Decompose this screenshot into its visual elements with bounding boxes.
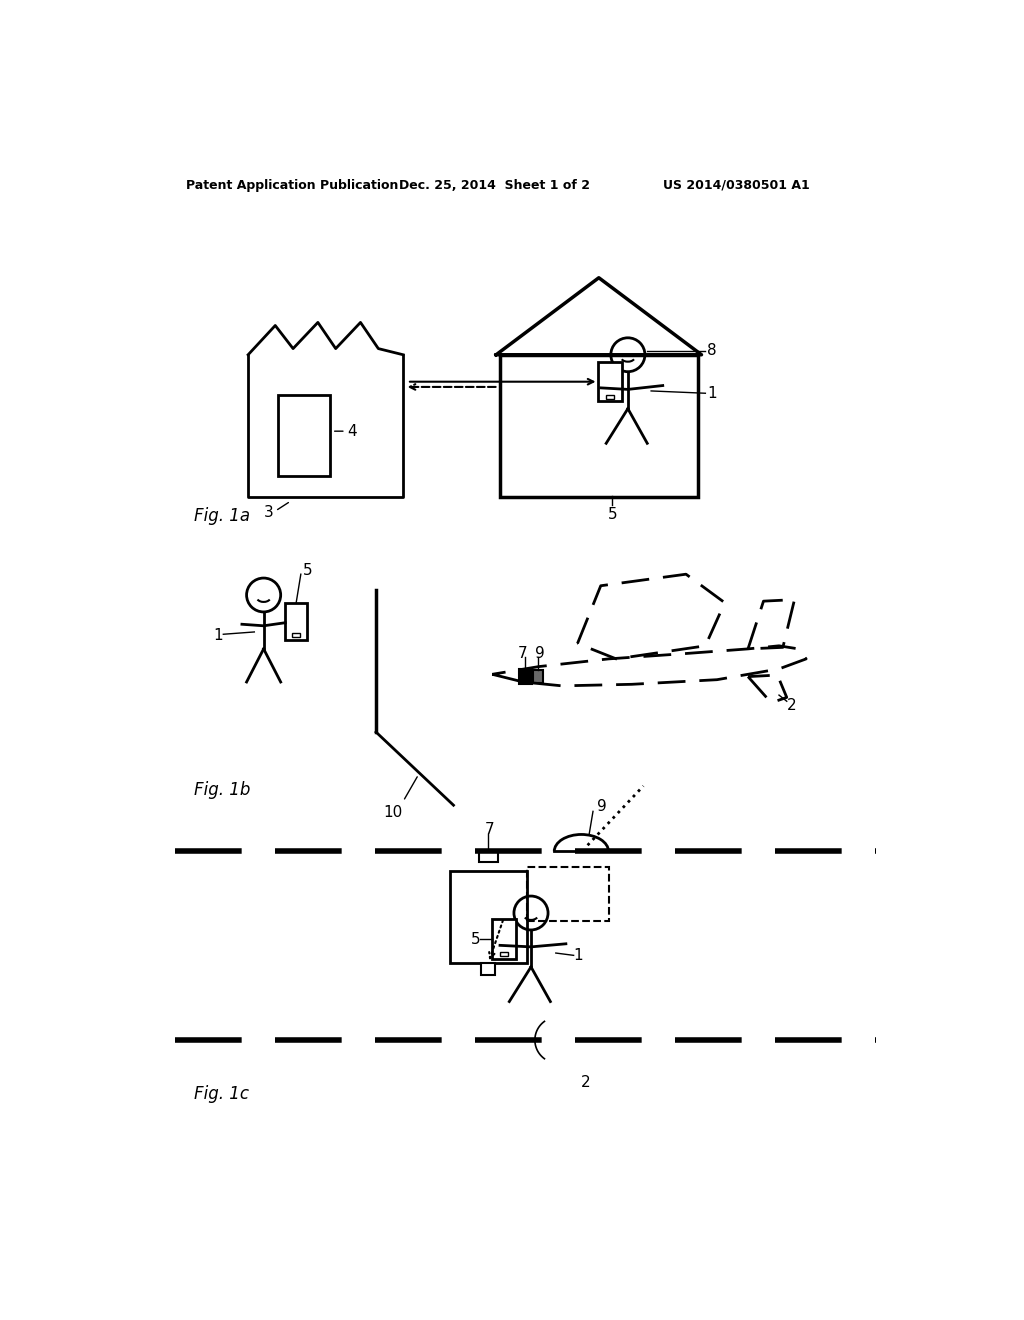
Text: US 2014/0380501 A1: US 2014/0380501 A1: [663, 178, 810, 191]
Bar: [278, 395, 331, 475]
Bar: [292, 634, 300, 638]
Bar: [527, 867, 608, 921]
Text: 2: 2: [786, 697, 797, 713]
Bar: [450, 871, 527, 964]
Text: Patent Application Publication: Patent Application Publication: [186, 178, 398, 191]
Bar: [500, 952, 508, 956]
Bar: [481, 964, 496, 975]
Bar: [519, 669, 531, 684]
Bar: [598, 363, 622, 401]
Text: 10: 10: [384, 805, 403, 821]
Text: 2: 2: [582, 1074, 591, 1090]
Bar: [479, 851, 498, 862]
Text: 5: 5: [607, 507, 617, 521]
Text: 1: 1: [213, 628, 223, 643]
Bar: [606, 395, 614, 399]
Bar: [493, 919, 515, 960]
Text: 7: 7: [518, 645, 527, 661]
Text: Fig. 1b: Fig. 1b: [194, 781, 250, 799]
Bar: [286, 603, 307, 640]
Text: 5: 5: [471, 932, 480, 946]
Text: Fig. 1a: Fig. 1a: [194, 507, 250, 525]
Text: 8: 8: [707, 343, 717, 359]
Text: 5: 5: [302, 562, 312, 578]
Text: 1: 1: [573, 948, 584, 962]
Text: Fig. 1c: Fig. 1c: [194, 1085, 249, 1104]
Text: 7: 7: [484, 822, 495, 837]
Text: 4: 4: [347, 424, 357, 438]
Text: 1: 1: [707, 385, 717, 401]
Text: Dec. 25, 2014  Sheet 1 of 2: Dec. 25, 2014 Sheet 1 of 2: [399, 178, 590, 191]
Bar: [534, 671, 543, 682]
Bar: [500, 355, 697, 498]
Text: 9: 9: [535, 645, 545, 661]
Text: 3: 3: [263, 506, 273, 520]
Text: 9: 9: [597, 799, 606, 814]
